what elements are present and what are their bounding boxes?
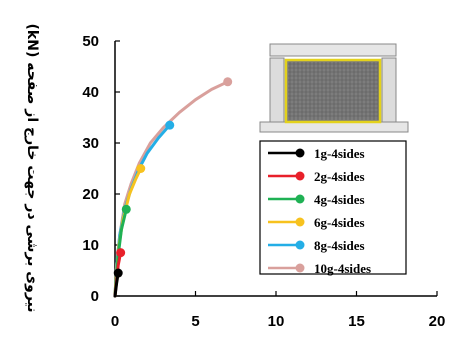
- legend-box: [259, 140, 407, 275]
- y-tick-label: 20: [82, 186, 99, 203]
- y-tick-label: 0: [91, 288, 99, 305]
- legend-label-8g-4sides: 8g-4sides: [314, 238, 365, 253]
- x-tick-label: 20: [429, 313, 446, 330]
- series-end-point-4g-4sides: [121, 204, 131, 214]
- x-tick-label: 5: [191, 313, 199, 330]
- legend-label-10g-4sides: 10g-4sides: [314, 261, 371, 276]
- y-tick-label: 50: [82, 33, 99, 50]
- series-lines: [113, 77, 233, 298]
- legend-marker-2g-4sides: [295, 171, 305, 181]
- x-tick-label: 15: [348, 313, 365, 330]
- y-tick-label: 40: [82, 84, 99, 101]
- series-end-point-6g-4sides: [136, 164, 146, 173]
- legend-label-2g-4sides: 2g-4sides: [314, 169, 365, 184]
- y-tick-label: 10: [82, 237, 99, 254]
- x-tick-label: 10: [268, 313, 285, 330]
- series-end-point-10g-4sides: [223, 77, 233, 87]
- legend-marker-6g-4sides: [295, 217, 305, 227]
- y-tick-label: 30: [82, 135, 99, 152]
- legend-marker-10g-4sides: [295, 263, 305, 273]
- specimen-inset-image: [258, 43, 409, 133]
- legend-label-1g-4sides: 1g-4sides: [314, 146, 365, 161]
- legend-marker-4g-4sides: [295, 194, 305, 204]
- x-ticks: 0 5 10 15 20: [111, 291, 446, 330]
- series-end-point-8g-4sides: [165, 120, 175, 130]
- legend-label-6g-4sides: 6g-4sides: [314, 215, 365, 230]
- y-axis-label: نیروی برشی در جهت خارج از صفحه (kN): [24, 23, 40, 312]
- series-end-point-1g-4sides: [113, 268, 123, 278]
- legend: 1g-4sides 2g-4sides 4g-4sides 6g-4sides 8g-4…: [259, 140, 407, 276]
- y-ticks: 0 10 20 30 40 50: [82, 33, 120, 305]
- x-tick-label: 0: [111, 313, 119, 330]
- series-end-point-2g-4sides: [116, 248, 126, 258]
- legend-marker-8g-4sides: [295, 240, 305, 250]
- legend-label-4g-4sides: 4g-4sides: [314, 192, 365, 207]
- legend-marker-1g-4sides: [295, 148, 305, 158]
